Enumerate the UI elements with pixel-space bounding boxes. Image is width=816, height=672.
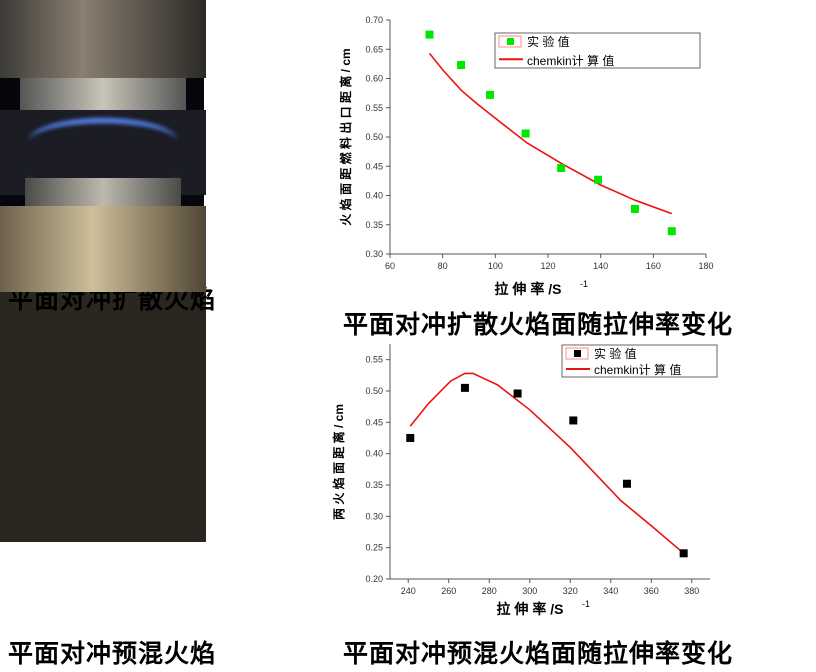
data-point <box>460 383 469 392</box>
legend-marker <box>507 38 514 45</box>
y-tick-label: 0.45 <box>365 417 383 427</box>
y-axis-label: 两 火 焰 面 距 离 / cm <box>331 404 346 520</box>
y-tick-label: 0.35 <box>365 220 383 230</box>
data-point <box>457 61 466 70</box>
y-tick-label: 0.40 <box>365 191 383 201</box>
y-tick-label: 0.45 <box>365 161 383 171</box>
data-point <box>622 479 631 488</box>
y-tick-label: 0.30 <box>365 249 383 259</box>
y-axis-label: 火 焰 面 距 燃 料 出 口 距 离 / cm <box>338 48 353 225</box>
data-point <box>557 164 566 173</box>
y-tick-label: 0.25 <box>365 543 383 553</box>
legend <box>494 32 701 69</box>
x-tick-label: 320 <box>563 586 578 596</box>
data-point <box>679 549 688 558</box>
y-tick-label: 0.35 <box>365 480 383 490</box>
y-tick-label: 0.30 <box>365 511 383 521</box>
x-axis-label-sup: -1 <box>580 279 588 289</box>
calc-line <box>409 372 685 554</box>
legend-swatch-box <box>565 347 589 360</box>
x-tick-label: 140 <box>593 261 608 271</box>
x-tick-label: 80 <box>438 261 448 271</box>
x-tick-label: 380 <box>684 586 699 596</box>
x-tick-label: 180 <box>698 261 713 271</box>
x-tick-label: 260 <box>441 586 456 596</box>
data-point <box>667 227 676 236</box>
legend-marker <box>574 350 581 357</box>
data-point <box>406 434 415 442</box>
x-tick-label: 60 <box>385 261 395 271</box>
x-axis-label: 拉 伸 率 /S <box>495 281 562 297</box>
calc-line <box>428 52 673 215</box>
y-tick-label: 0.50 <box>365 386 383 396</box>
x-axis-label: 拉 伸 率 /S <box>497 601 564 617</box>
x-tick-label: 160 <box>646 261 661 271</box>
legend-label: 实 验 值 <box>594 346 637 361</box>
chart2-caption: 平面对冲预混火焰面随拉伸率变化 <box>343 639 734 668</box>
legend-label: 实 验 值 <box>527 34 570 49</box>
legend-swatch-box <box>498 35 522 48</box>
x-tick-label: 280 <box>482 586 497 596</box>
y-tick-label: 0.70 <box>365 15 383 25</box>
x-tick-label: 300 <box>522 586 537 596</box>
y-tick-label: 0.50 <box>365 132 383 142</box>
data-point <box>513 389 522 398</box>
data-point <box>425 30 434 39</box>
x-tick-label: 120 <box>540 261 555 271</box>
chart1-caption: 平面对冲扩散火焰面随拉伸率变化 <box>343 310 734 339</box>
data-point <box>630 204 639 213</box>
y-tick-label: 0.60 <box>365 74 383 84</box>
data-point <box>486 90 495 99</box>
y-tick-label: 0.20 <box>365 574 383 584</box>
y-tick-label: 0.55 <box>365 355 383 365</box>
legend-label: chemkin计 算 值 <box>594 362 681 377</box>
data-point <box>569 416 578 425</box>
data-point <box>521 129 530 138</box>
y-tick-label: 0.40 <box>365 449 383 459</box>
photo2-caption: 平面对冲预混火焰 <box>8 639 217 668</box>
x-tick-label: 340 <box>603 586 618 596</box>
x-tick-label: 240 <box>401 586 416 596</box>
x-tick-label: 360 <box>644 586 659 596</box>
y-tick-label: 0.55 <box>365 103 383 113</box>
legend-label: chemkin计 算 值 <box>527 53 614 68</box>
x-axis-label-sup: -1 <box>582 599 590 609</box>
y-tick-label: 0.65 <box>365 44 383 54</box>
premixed-flame-photo <box>0 0 206 542</box>
x-tick-label: 100 <box>488 261 503 271</box>
data-point <box>594 175 603 184</box>
